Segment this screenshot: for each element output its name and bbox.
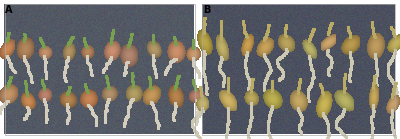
Bar	[202, 4, 395, 135]
Text: B: B	[203, 5, 210, 15]
Bar	[5, 4, 195, 135]
Text: A: A	[5, 5, 13, 15]
